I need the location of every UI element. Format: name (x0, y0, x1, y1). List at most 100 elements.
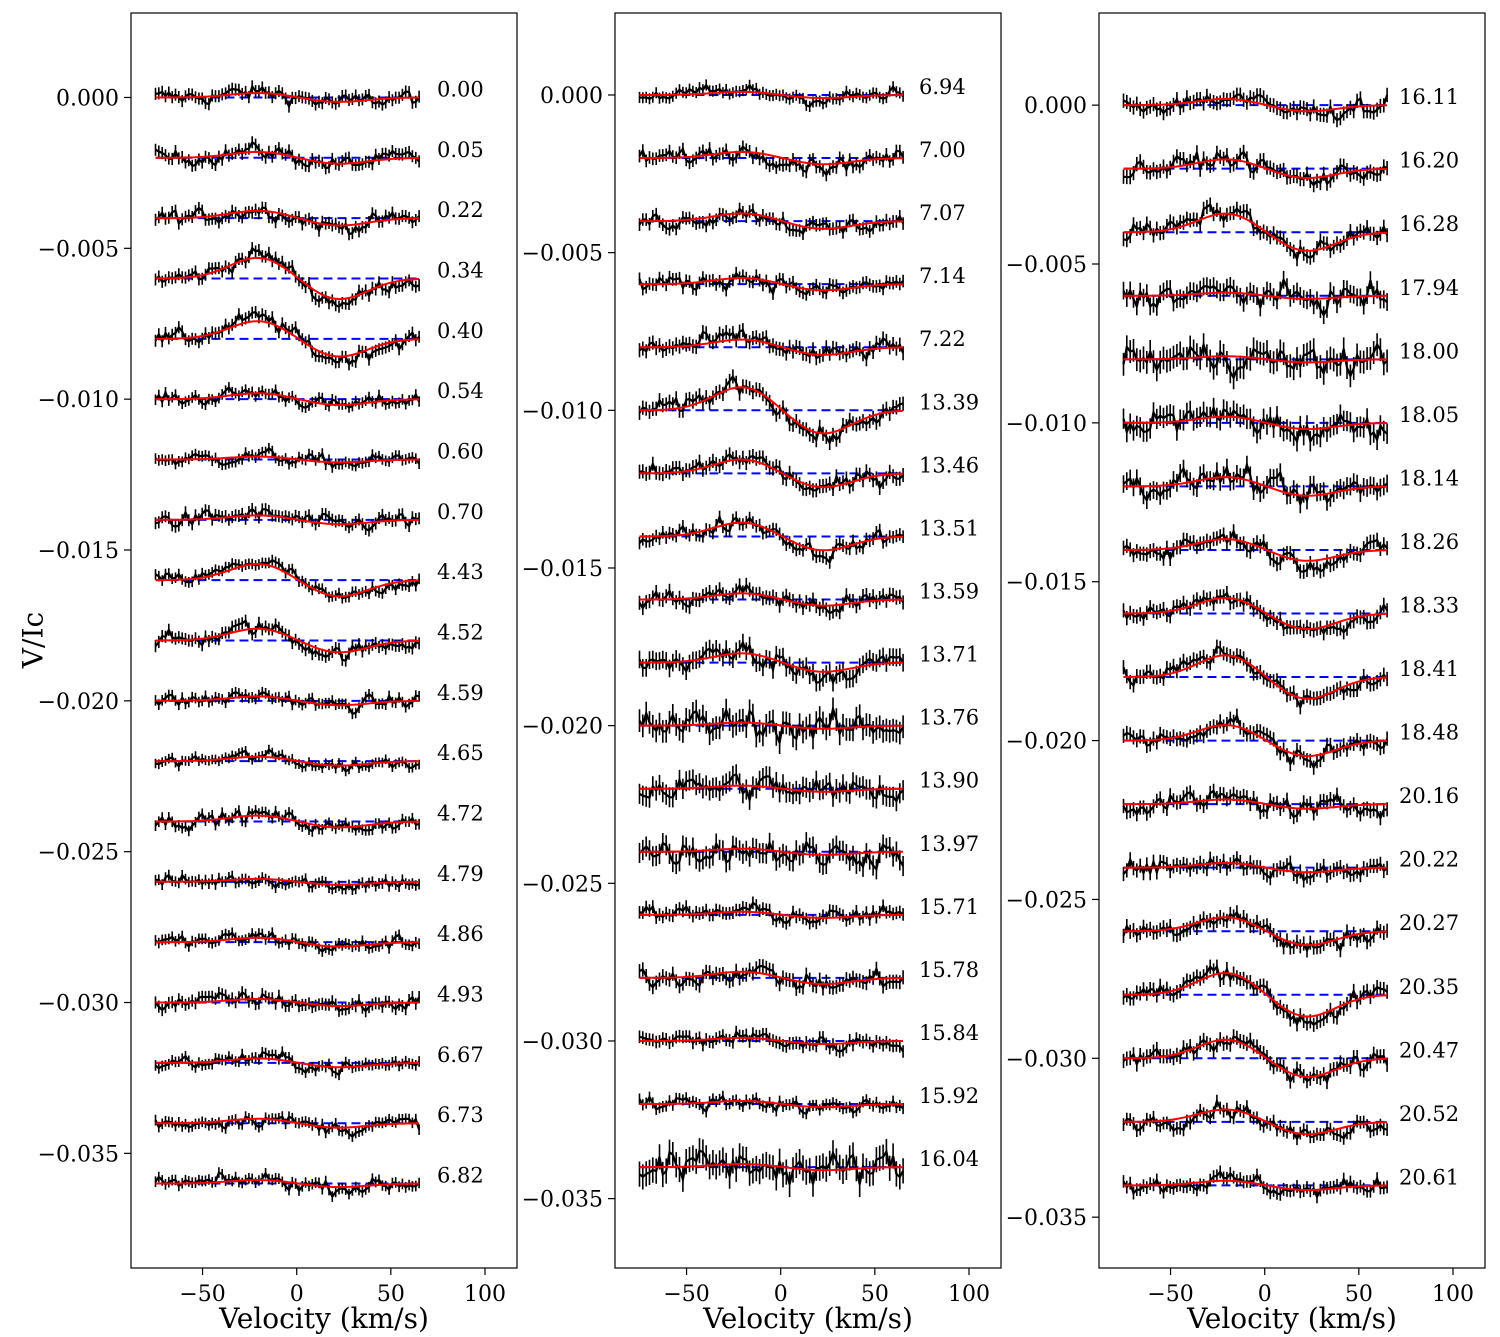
epoch-label: 18.48 (1399, 721, 1459, 745)
y-tick-label: 0.000 (56, 86, 119, 111)
epoch-label: 7.07 (919, 201, 966, 225)
profile-7.00: 7.00 (638, 138, 966, 182)
model-profile (1123, 97, 1388, 113)
epoch-label: 13.59 (919, 580, 979, 604)
observed-profile (1122, 591, 1389, 636)
profile-18.41: 18.41 (1122, 639, 1459, 715)
epoch-label: 0.22 (437, 198, 484, 222)
model-profile (1123, 724, 1388, 758)
y-tick-label: −0.030 (1006, 1047, 1087, 1072)
panel-left: −50 0 50 100 0.000 −0.005 −0.010 −0.015 −0.020 −0… (38, 12, 518, 1307)
observed-profile (1123, 150, 1388, 187)
model-profile (1123, 212, 1388, 252)
epoch-label: 4.79 (437, 862, 484, 886)
epoch-label: 0.05 (437, 138, 484, 162)
observed-profile (1122, 340, 1388, 381)
y-tick-label: −0.010 (38, 388, 119, 413)
y-tick-label: −0.015 (1006, 571, 1087, 596)
profile-16.04: 16.04 (638, 1138, 979, 1197)
y-axis-title: V/Ic (17, 612, 50, 669)
profile-13.51: 13.51 (638, 510, 979, 569)
epoch-label: 18.41 (1399, 657, 1459, 681)
epoch-label: 6.67 (437, 1043, 484, 1067)
y-tick-label: −0.005 (522, 242, 603, 267)
x-tick-label: 50 (861, 1282, 889, 1307)
observed-profile (638, 145, 905, 177)
observed-profile (154, 310, 420, 367)
model-profile (155, 998, 420, 1008)
observed-profile (1122, 1097, 1388, 1141)
profile-6.82: 6.82 (154, 1164, 484, 1202)
profile-16.11: 16.11 (1122, 85, 1459, 128)
profile-18.26: 18.26 (1122, 524, 1459, 579)
model-profile (639, 970, 904, 986)
epoch-label: 6.94 (919, 75, 966, 99)
profile-13.71: 13.71 (638, 633, 979, 692)
model-profile (1123, 861, 1388, 874)
model-profile (639, 150, 904, 166)
epoch-label: 13.46 (919, 453, 979, 477)
observed-profile (638, 639, 905, 686)
observed-profile (1122, 645, 1388, 711)
profile-17.94: 17.94 (1122, 270, 1459, 325)
epoch-label: 7.00 (919, 138, 966, 162)
y-tick-label: −0.025 (1006, 888, 1087, 913)
model-profile (639, 910, 904, 919)
observed-profile (638, 1094, 904, 1116)
model-profile (1123, 476, 1388, 497)
model-profile (639, 784, 904, 793)
y-tick-label: 0.000 (1024, 94, 1087, 119)
epoch-label: 18.14 (1399, 466, 1459, 490)
model-profile (1123, 972, 1388, 1018)
x-axis-title-right: Velocity (km/s) (1186, 1302, 1397, 1335)
observed-profile (154, 246, 420, 309)
model-profile (1123, 415, 1388, 431)
observed-profile (1122, 528, 1388, 573)
model-profile (155, 455, 420, 464)
epoch-label: 16.11 (1399, 85, 1459, 109)
profile-0.60: 0.60 (154, 439, 484, 473)
epoch-label: 17.94 (1399, 276, 1459, 300)
observed-profile (1122, 1169, 1388, 1200)
epoch-label: 4.52 (437, 621, 484, 645)
epoch-label: 20.16 (1399, 784, 1459, 808)
epoch-label: 16.28 (1399, 212, 1459, 236)
panel-middle: −50 0 50 100 0.000 −0.005 −0.010 −0.015 −0.020 −0… (522, 12, 1002, 1307)
model-profile (155, 1117, 420, 1129)
model-profile (639, 721, 904, 730)
model-profile (155, 936, 420, 948)
profile-20.47: 20.47 (1122, 1029, 1459, 1090)
epoch-label: 16.04 (919, 1147, 979, 1171)
epoch-label: 20.35 (1399, 975, 1459, 999)
epoch-label: 18.05 (1399, 403, 1459, 427)
epoch-label: 7.22 (919, 327, 966, 351)
model-profile (1123, 1038, 1388, 1078)
x-axis-title-middle: Velocity (km/s) (702, 1302, 913, 1335)
model-profile (639, 276, 904, 292)
epoch-label: 0.70 (437, 500, 484, 524)
model-profile (155, 1179, 420, 1189)
observed-profile (154, 385, 421, 409)
axes-frame (130, 12, 518, 1269)
y-tick-label: −0.035 (38, 1142, 119, 1167)
model-profile (639, 847, 904, 856)
epoch-label: 0.40 (437, 319, 484, 343)
epoch-label: 20.22 (1399, 848, 1459, 872)
model-profile (155, 209, 420, 227)
model-profile (639, 592, 904, 607)
epoch-label: 15.78 (919, 958, 979, 982)
observed-profile (154, 1171, 420, 1199)
y-tick-label: −0.025 (522, 872, 603, 897)
x-tick-label: 0 (290, 1282, 304, 1307)
profile-6.67: 6.67 (154, 1043, 484, 1081)
profile-0.00: 0.00 (154, 77, 484, 113)
epoch-label: 20.61 (1399, 1165, 1459, 1189)
epoch-label: 13.39 (919, 390, 979, 414)
model-profile (1123, 798, 1388, 810)
profile-13.46: 13.46 (638, 447, 979, 498)
y-tick-label: −0.015 (38, 539, 119, 564)
model-profile (1123, 1179, 1388, 1191)
epoch-label: 13.90 (919, 769, 979, 793)
y-tick-label: −0.010 (1006, 412, 1087, 437)
